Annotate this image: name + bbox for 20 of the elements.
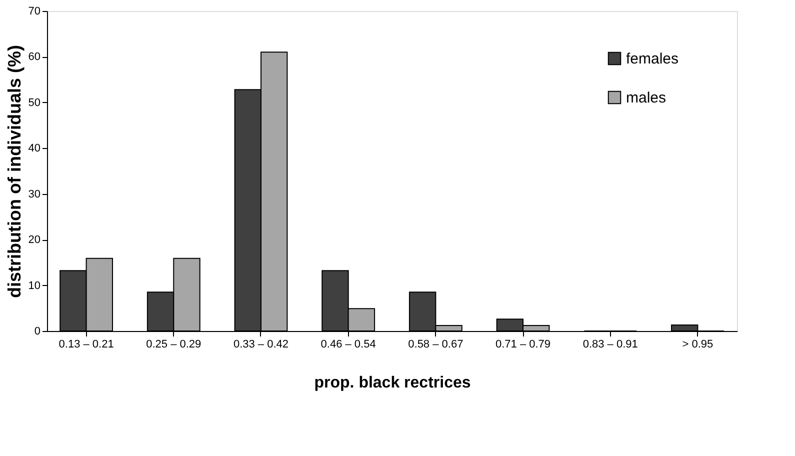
x-tick-label: 0.25 – 0.29 xyxy=(146,338,202,350)
x-tick-label: 0.13 – 0.21 xyxy=(58,338,114,350)
y-axis-title: distribution of individuals (%) xyxy=(4,45,24,298)
legend-label: males xyxy=(626,90,666,106)
x-tick-label: 0.33 – 0.42 xyxy=(233,338,289,350)
x-tick-label: > 0.95 xyxy=(682,338,714,350)
y-tick-label: 0 xyxy=(34,326,40,338)
x-tick-label: 0.58 – 0.67 xyxy=(408,338,464,350)
x-tick-label: 0.46 – 0.54 xyxy=(320,338,376,350)
y-tick-label: 50 xyxy=(28,96,40,109)
x-tick-label: 0.83 – 0.91 xyxy=(582,338,638,350)
legend-label: females xyxy=(626,50,679,68)
y-tick-label: 60 xyxy=(28,51,40,64)
y-tick-label: 30 xyxy=(28,188,40,200)
y-tick-label: 70 xyxy=(28,6,40,18)
y-tick-label: 40 xyxy=(28,142,40,155)
x-tick-label: 0.71 – 0.79 xyxy=(495,338,551,350)
x-axis-title: prop. black rectrices xyxy=(314,374,471,392)
y-tick-label: 20 xyxy=(28,234,40,246)
y-tick-label: 10 xyxy=(28,280,40,292)
